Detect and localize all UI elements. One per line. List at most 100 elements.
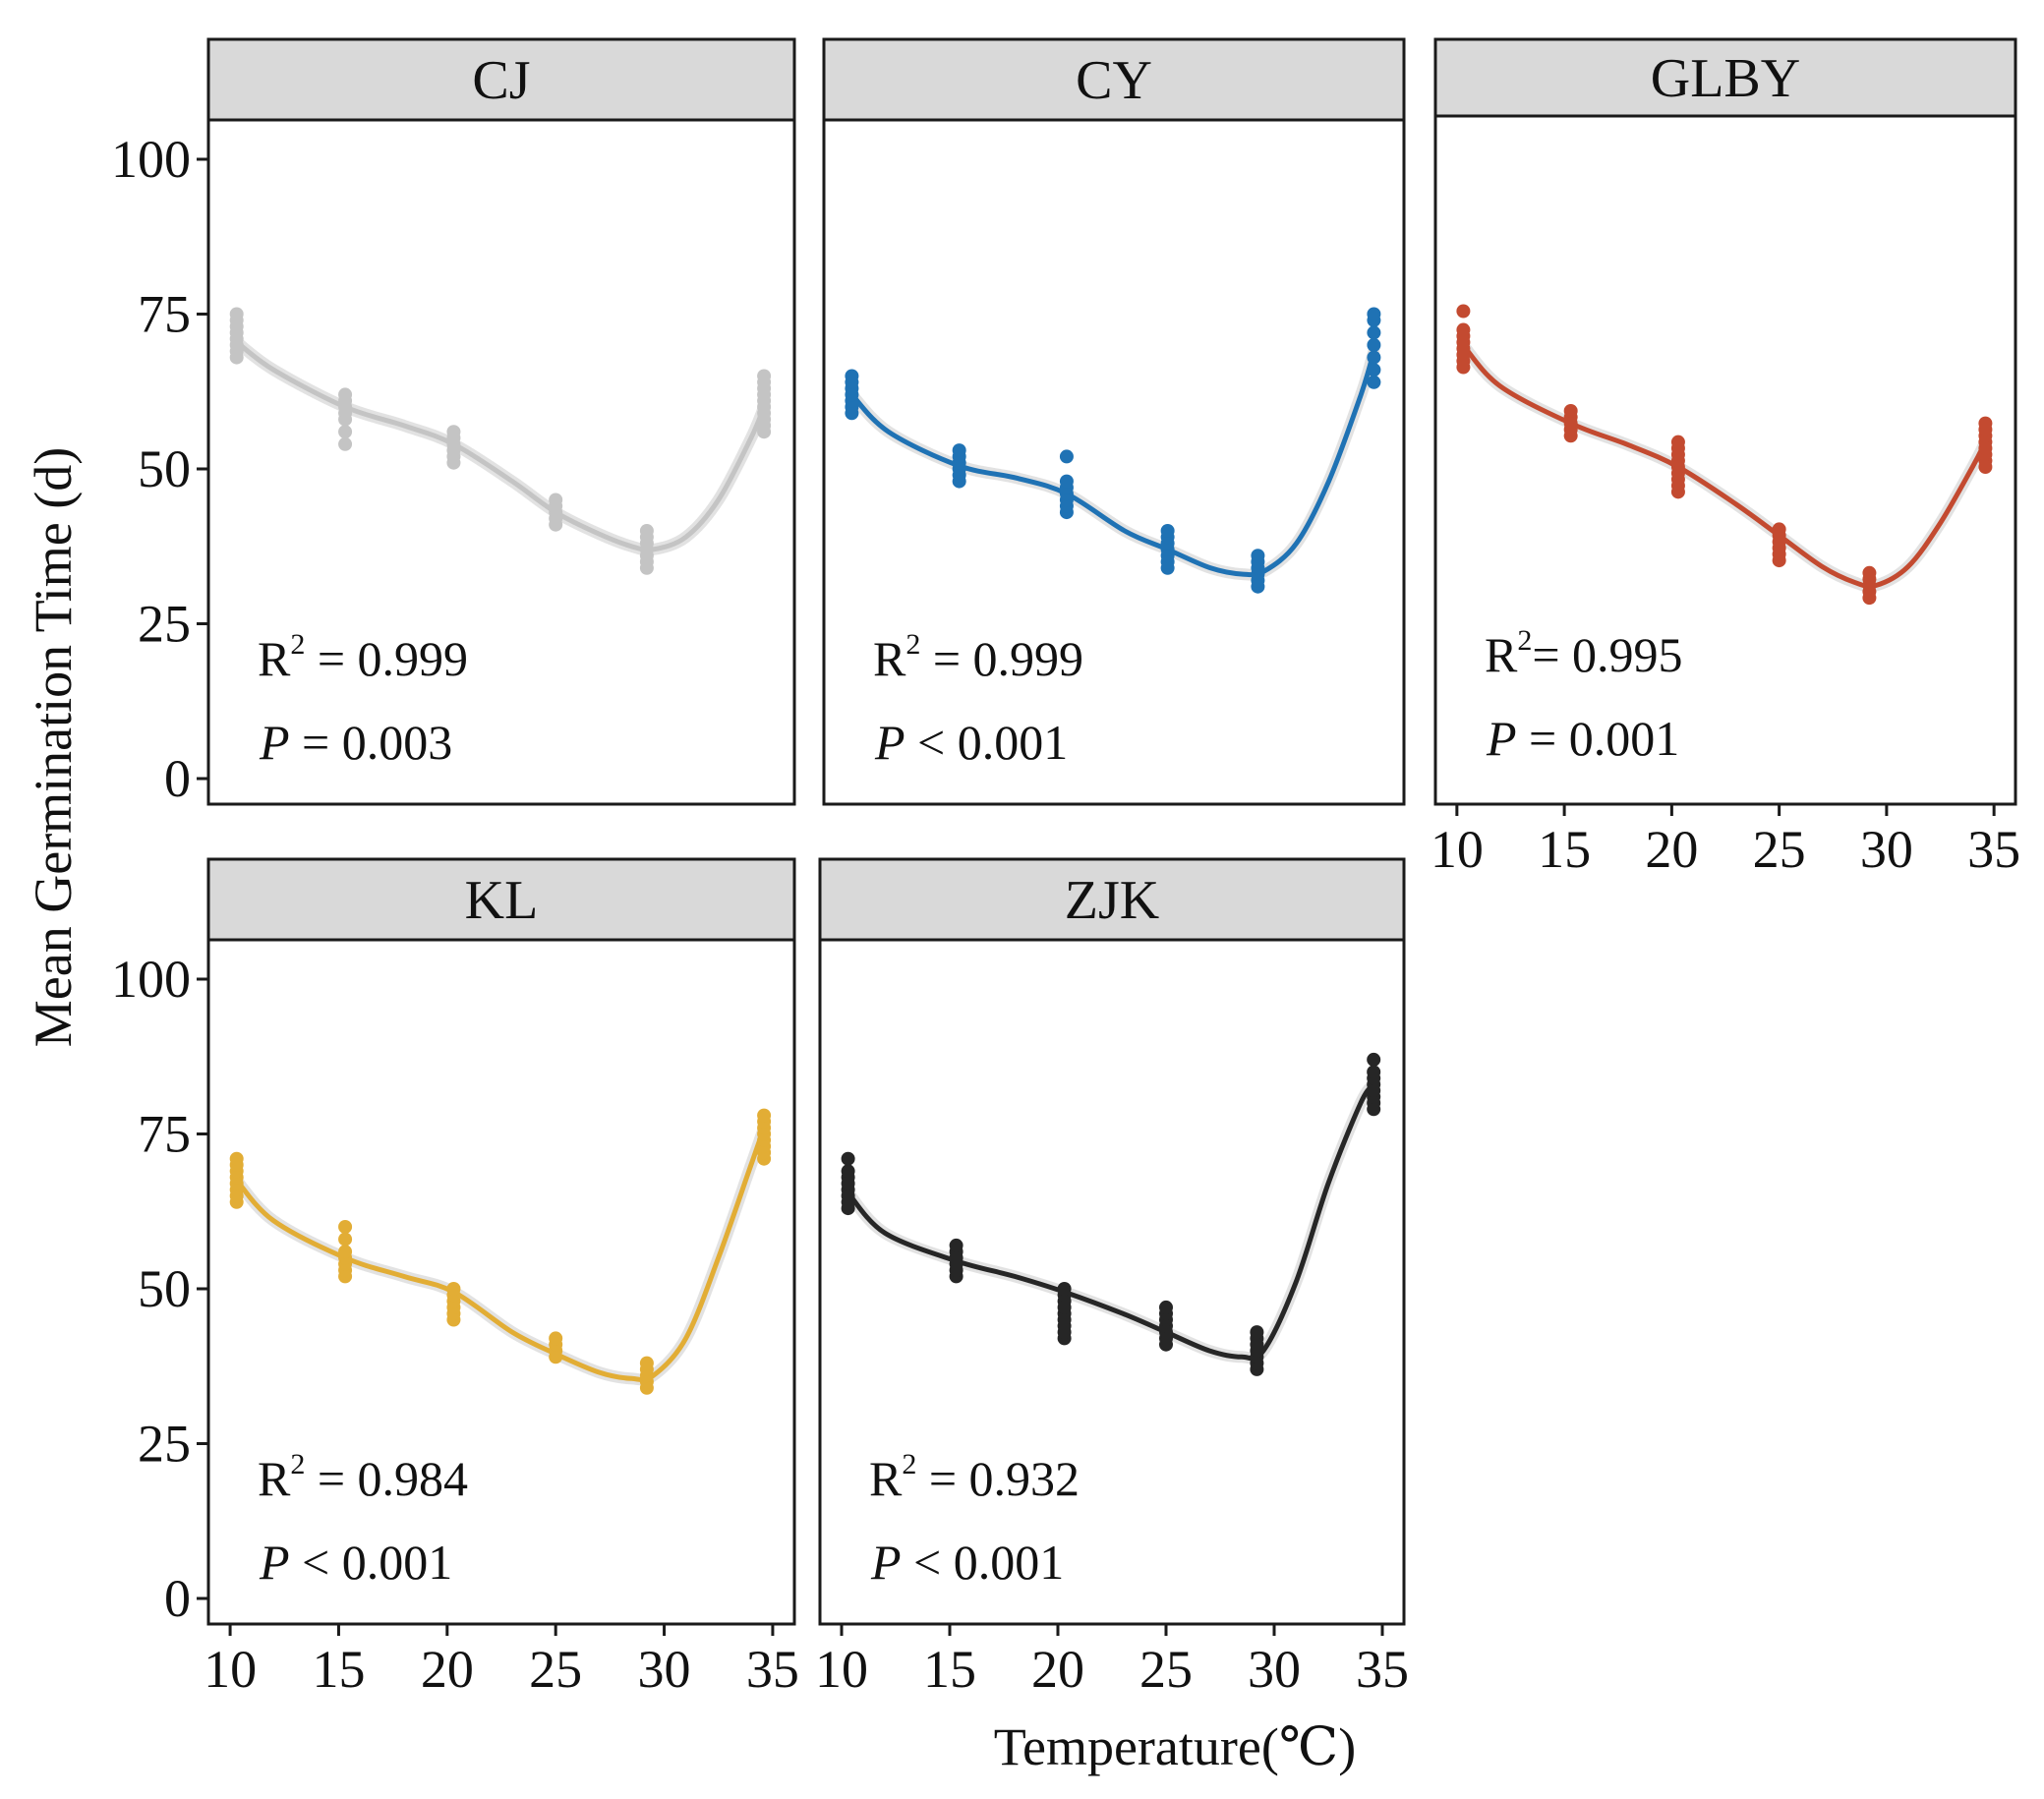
p-value: = 0.001	[1517, 711, 1680, 766]
r-squared-annotation: R2 = 0.999	[873, 628, 1083, 686]
p-value-annotation: P < 0.001	[874, 715, 1068, 770]
data-point	[338, 1245, 353, 1259]
data-point	[1250, 1325, 1264, 1340]
data-point	[338, 436, 353, 451]
x-tick-label: 20	[1645, 820, 1698, 879]
r-superscript: 2	[902, 1448, 916, 1480]
x-tick-label: 15	[1538, 820, 1591, 879]
x-tick-label: 30	[638, 1640, 691, 1699]
x-tick-label: 30	[1248, 1640, 1301, 1699]
y-tick-label: 75	[138, 285, 191, 344]
data-point	[1057, 1282, 1072, 1296]
data-point	[1059, 449, 1074, 464]
data-point	[1367, 375, 1381, 389]
data-point	[229, 307, 244, 321]
data-point	[1367, 307, 1381, 321]
y-tick-label: 50	[138, 439, 191, 498]
p-value: < 0.001	[290, 1535, 453, 1590]
r-superscript: 2	[905, 628, 920, 661]
data-point	[1367, 338, 1381, 352]
panel-strip	[1433, 37, 2017, 118]
data-point	[1160, 524, 1175, 538]
plot-area	[206, 938, 796, 1626]
data-point	[1670, 435, 1685, 449]
y-tick-label: 0	[164, 1569, 191, 1628]
p-label: P	[259, 715, 290, 770]
y-tick-label: 50	[138, 1259, 191, 1318]
data-point	[549, 493, 563, 507]
data-point	[1159, 1300, 1173, 1314]
data-point	[1563, 403, 1578, 418]
data-point	[1367, 350, 1381, 365]
p-value: < 0.001	[905, 715, 1069, 770]
y-axis-title: Mean Germination Time (d)	[24, 447, 83, 1047]
p-label: P	[259, 1535, 290, 1590]
y-tick-label: 75	[138, 1105, 191, 1164]
data-point	[338, 387, 353, 402]
data-point	[1367, 1065, 1381, 1079]
panel-title: CY	[1076, 50, 1152, 111]
x-tick-label: 25	[1753, 820, 1806, 879]
panel-strip	[206, 37, 796, 122]
x-axis-title: Temperature(℃)	[994, 1717, 1356, 1776]
x-tick-label: 15	[923, 1640, 976, 1699]
p-value-annotation: P < 0.001	[259, 1535, 452, 1590]
data-point	[845, 369, 859, 383]
data-point	[1367, 363, 1381, 377]
y-tick-label: 25	[138, 595, 191, 654]
panel-zjk: ZJK 10 15 20 25 30 35 R2 = 0.932 P < 0.001	[815, 857, 1409, 1699]
x-tick-label: 30	[1860, 820, 1913, 879]
r-squared-annotation: R2 = 0.999	[258, 628, 468, 686]
data-point	[757, 369, 772, 383]
p-label: P	[870, 1535, 902, 1590]
r-label: R	[258, 1451, 291, 1506]
data-point	[446, 1282, 461, 1296]
x-tick-label: 25	[529, 1640, 582, 1699]
r-squared-value: = 0.995	[1532, 627, 1682, 682]
r-superscript: 2	[1517, 624, 1532, 657]
r-squared-annotation: R2 = 0.984	[258, 1448, 468, 1506]
x-tick-label: 20	[1031, 1640, 1084, 1699]
panel-kl: KL 0 25 50 75 100 10 15 20 25 30 35 R2 = 0.984 P < 0.…	[111, 857, 799, 1699]
r-superscript: 2	[290, 1448, 305, 1480]
panel-strip	[822, 37, 1406, 122]
r-label: R	[258, 631, 291, 686]
data-point	[1367, 1052, 1381, 1067]
p-label: P	[874, 715, 905, 770]
data-point	[1367, 325, 1381, 340]
x-tick-label: 35	[746, 1640, 799, 1699]
x-tick-label: 15	[312, 1640, 365, 1699]
data-point	[1862, 565, 1877, 580]
data-point	[338, 1232, 353, 1247]
plot-area	[818, 938, 1406, 1626]
data-point	[549, 1331, 563, 1346]
r-squared-annotation: R2= 0.995	[1485, 624, 1683, 682]
x-tick-label: 10	[1431, 820, 1484, 879]
x-tick-label: 20	[421, 1640, 474, 1699]
p-value-annotation: P < 0.001	[870, 1535, 1064, 1590]
p-value: = 0.003	[290, 715, 453, 770]
plot-area	[1433, 114, 2017, 806]
x-tick-label: 25	[1139, 1640, 1193, 1699]
data-point	[1456, 304, 1471, 319]
y-tick-label: 100	[111, 130, 191, 189]
x-tick-label: 35	[1967, 820, 2020, 879]
r-squared-value: = 0.932	[916, 1451, 1080, 1506]
panel-glby: GLBY 10 15 20 25 30 35 R2= 0.995 P = 0.001	[1431, 37, 2020, 879]
data-point	[949, 1238, 964, 1252]
plot-area	[822, 118, 1406, 806]
p-value-annotation: P = 0.001	[1486, 711, 1679, 766]
data-point	[1978, 416, 1993, 431]
r-label: R	[869, 1451, 903, 1506]
panel-title: CJ	[472, 50, 530, 111]
panel-cj: CJ 0 25 50 75 100 R2 = 0.999 P = 0.003	[111, 37, 796, 808]
p-label: P	[1486, 711, 1517, 766]
data-point	[757, 1108, 772, 1123]
data-point	[1456, 322, 1471, 337]
r-squared-value: = 0.999	[920, 631, 1083, 686]
p-value: < 0.001	[902, 1535, 1065, 1590]
r-label: R	[1485, 627, 1518, 682]
data-point	[446, 425, 461, 439]
r-label: R	[873, 631, 906, 686]
